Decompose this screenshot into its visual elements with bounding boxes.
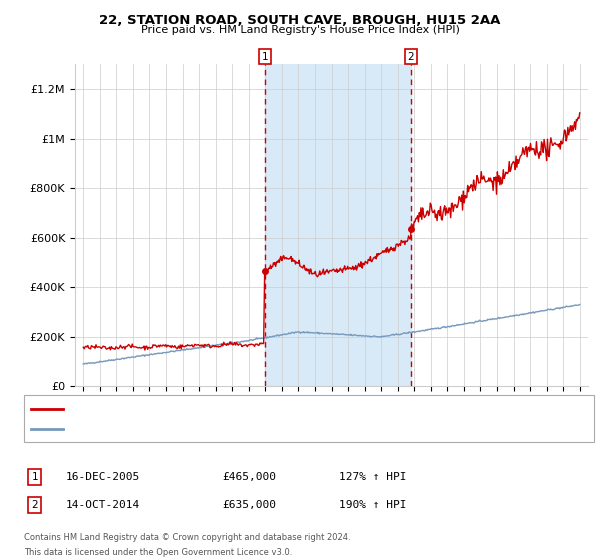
- Text: 2: 2: [31, 500, 38, 510]
- Text: 190% ↑ HPI: 190% ↑ HPI: [339, 500, 407, 510]
- Text: HPI: Average price, detached house, East Riding of Yorkshire: HPI: Average price, detached house, East…: [67, 424, 383, 434]
- Text: 16-DEC-2005: 16-DEC-2005: [66, 472, 140, 482]
- Text: This data is licensed under the Open Government Licence v3.0.: This data is licensed under the Open Gov…: [24, 548, 292, 557]
- Text: 22, STATION ROAD, SOUTH CAVE, BROUGH, HU15 2AA (detached house): 22, STATION ROAD, SOUTH CAVE, BROUGH, HU…: [67, 404, 445, 414]
- Text: 1: 1: [262, 52, 268, 62]
- Text: £635,000: £635,000: [222, 500, 276, 510]
- Text: 14-OCT-2014: 14-OCT-2014: [66, 500, 140, 510]
- Text: £465,000: £465,000: [222, 472, 276, 482]
- Text: 2: 2: [407, 52, 414, 62]
- Text: 1: 1: [31, 472, 38, 482]
- Text: 22, STATION ROAD, SOUTH CAVE, BROUGH, HU15 2AA: 22, STATION ROAD, SOUTH CAVE, BROUGH, HU…: [100, 14, 500, 27]
- Bar: [265, 64, 411, 386]
- Text: Price paid vs. HM Land Registry's House Price Index (HPI): Price paid vs. HM Land Registry's House …: [140, 25, 460, 35]
- Text: 127% ↑ HPI: 127% ↑ HPI: [339, 472, 407, 482]
- Text: Contains HM Land Registry data © Crown copyright and database right 2024.: Contains HM Land Registry data © Crown c…: [24, 533, 350, 542]
